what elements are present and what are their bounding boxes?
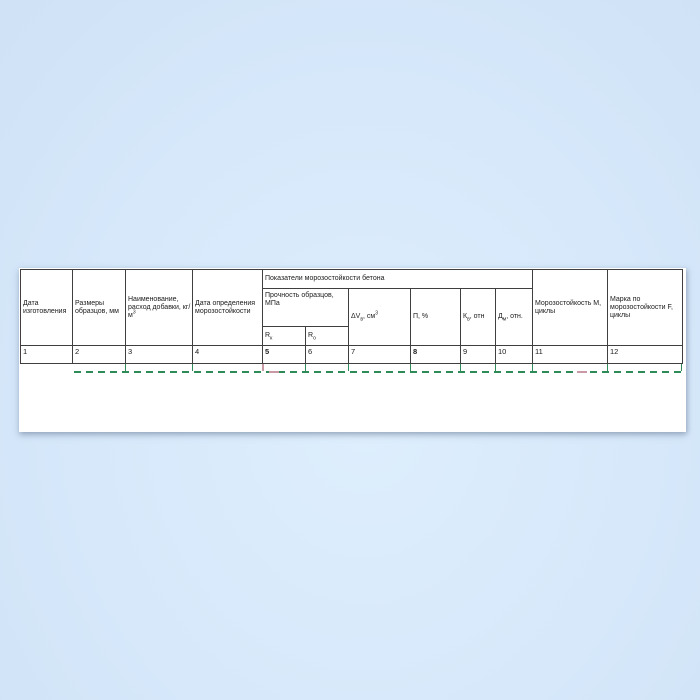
header-text: ΔV [351, 313, 361, 320]
column-number: 3 [125, 345, 193, 364]
subscript: м [502, 316, 507, 323]
header-text: R [265, 332, 271, 339]
change-mark-pink-segment [269, 371, 279, 373]
change-mark-tick-pink [262, 364, 264, 371]
change-mark-tick [607, 364, 608, 371]
subscript: о [313, 335, 316, 342]
column-number-highlighted: 5 [262, 345, 306, 364]
column-number: 10 [495, 345, 533, 364]
header-r-main: Rо [305, 326, 349, 346]
header-text: Наименование, расход добавки, кг/м [128, 295, 191, 319]
change-mark-tick [305, 364, 306, 371]
change-mark-tick [348, 364, 349, 371]
change-marks-dashed-line [74, 371, 682, 373]
header-text: , отн. [506, 313, 523, 320]
header-group-frost-indicators: Показатели морозостойкости бетона [262, 269, 533, 289]
header-text: Марка по морозостойкости F, циклы [610, 295, 673, 319]
header-porosity: П, % [410, 288, 461, 346]
header-text: Дата изготовления [23, 299, 67, 315]
header-text: Морозостойкость М, циклы [535, 299, 602, 315]
column-number: 4 [192, 345, 263, 364]
subscript: в [467, 316, 470, 323]
header-text: Прочность образцов, МПа [265, 292, 334, 307]
header-specimen-size: Размеры образцов, мм [72, 269, 126, 346]
subscript: к [270, 335, 273, 342]
column-number-row: 1 2 3 4 5 6 7 8 9 10 11 12 [20, 345, 683, 364]
superscript: 3 [132, 309, 136, 316]
header-k-coefficient: Кв, отн [460, 288, 496, 346]
header-text: Показатели морозостойкости бетона [265, 275, 385, 282]
column-number: 11 [532, 345, 608, 364]
column-number: 1 [20, 345, 73, 364]
header-text: Д [498, 313, 503, 320]
column-number: 6 [305, 345, 349, 364]
header-r-control: Rк [262, 326, 306, 346]
change-mark-tick [681, 364, 682, 371]
header-text: К [463, 313, 468, 320]
column-number: 12 [607, 345, 683, 364]
header-text: Размеры образцов, мм [75, 299, 119, 315]
header-text: , отн [469, 313, 485, 320]
change-mark-pink-segment [577, 371, 587, 373]
superscript: 3 [375, 310, 378, 317]
column-number: 7 [348, 345, 411, 364]
header-delta-v: ΔVв, см3 [348, 288, 411, 346]
header-text: R [308, 332, 314, 339]
column-number: 2 [72, 345, 126, 364]
document-panel: Дата изготовления Размеры образцов, мм Н… [19, 268, 686, 432]
header-frost-resistance-cycles: Морозостойкость М, циклы [532, 269, 608, 346]
change-mark-tick [410, 364, 411, 371]
change-mark-tick [460, 364, 461, 371]
subscript: в [360, 316, 364, 323]
change-mark-tick [192, 364, 193, 371]
change-mark-tick [495, 364, 496, 371]
header-text: , см [363, 313, 376, 320]
header-text: П, % [413, 313, 429, 320]
change-mark-tick [532, 364, 533, 371]
header-text: Дата определения морозостойкости [195, 299, 256, 315]
header-specimen-strength: Прочность образцов, МПа [262, 288, 349, 327]
frost-resistance-table: Дата изготовления Размеры образцов, мм Н… [20, 269, 683, 364]
header-frost-grade: Марка по морозостойкости F, циклы [607, 269, 683, 346]
column-number: 9 [460, 345, 496, 364]
header-date-of-frost-test: Дата определения морозостойкости [192, 269, 263, 346]
column-number-highlighted: 8 [410, 345, 461, 364]
header-additive-name-dosage: Наименование, расход добавки, кг/м3 [125, 269, 193, 346]
header-d-coefficient: Дм, отн. [495, 288, 533, 346]
change-mark-tick [125, 364, 126, 371]
header-date-of-manufacture: Дата изготовления [20, 269, 73, 346]
